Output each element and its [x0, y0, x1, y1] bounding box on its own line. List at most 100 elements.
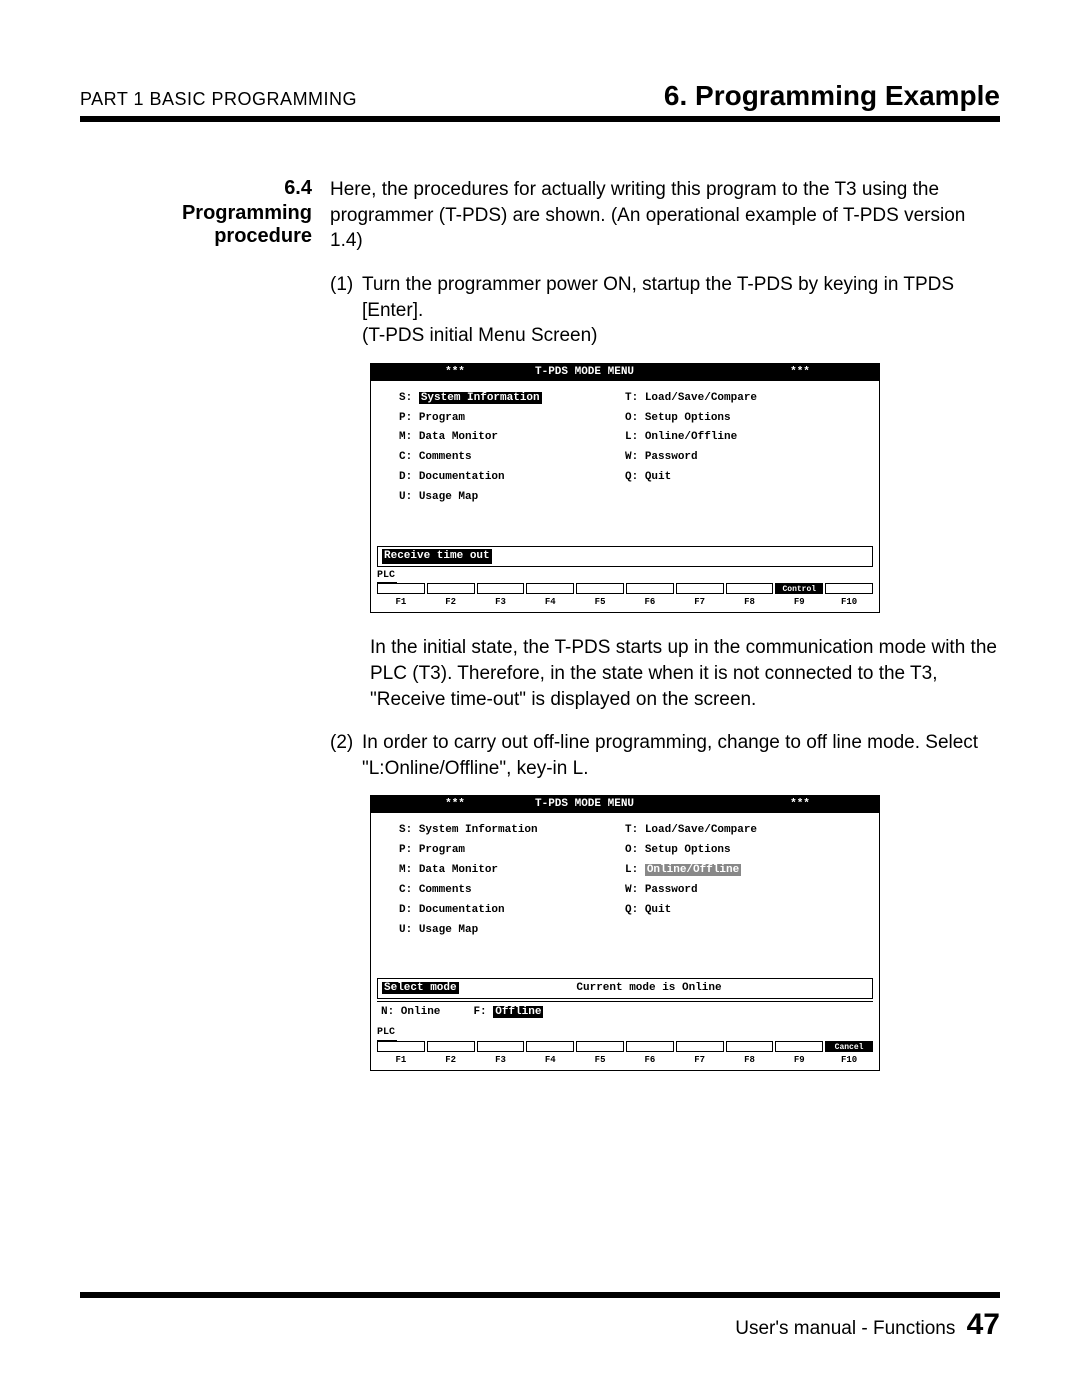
menu-label: Data Monitor	[419, 431, 498, 443]
mode-online: N: Online	[381, 1006, 440, 1018]
menu-label: Comments	[419, 451, 472, 463]
fkey-cell	[427, 1041, 475, 1052]
menu-label: Documentation	[419, 471, 505, 483]
screen-2-menu: S: System InformationP: ProgramM: Data M…	[371, 813, 879, 948]
step-2: (2) In order to carry out off-line progr…	[330, 730, 1000, 781]
screen-1-message-box: Receive time out	[377, 546, 873, 567]
header-right: 6. Programming Example	[664, 80, 1000, 112]
fkey-cell	[477, 583, 525, 594]
menu-item: C: Comments	[399, 883, 625, 898]
step-1-line2: (T-PDS initial Menu Screen)	[362, 323, 1000, 349]
menu-key: L:	[625, 431, 645, 443]
step-2-line1: In order to carry out off-line programmi…	[362, 730, 1000, 781]
fkey-cell	[576, 1041, 624, 1052]
menu-label: System Information	[419, 392, 542, 404]
menu-key: W:	[625, 451, 645, 463]
fkey-cell	[377, 1041, 425, 1052]
screen-2-function-bar: Cancel	[377, 1041, 873, 1052]
screen-2-message-box: Select mode Current mode is Online	[377, 978, 873, 999]
plc-label: PLC	[377, 1026, 397, 1041]
menu-item: D: Documentation	[399, 903, 625, 918]
menu-item: U: Usage Map	[399, 923, 625, 938]
menu-key: D:	[399, 471, 419, 483]
footer-label: User's manual - Functions	[735, 1318, 955, 1339]
section-number: 6.4	[80, 177, 312, 200]
screen-1-wrap: *** T-PDS MODE MENU *** S: System Inform…	[370, 363, 880, 613]
titlebar-right: ***	[725, 797, 875, 812]
fkey-cell	[526, 1041, 574, 1052]
menu-item: T: Load/Save/Compare	[625, 823, 851, 838]
screen-2-mode-row: N: Online F: Offline	[377, 1001, 873, 1022]
section-heading: 6.4 Programming procedure	[80, 177, 330, 1093]
fkey-label: F9	[775, 596, 823, 608]
menu-key: M:	[399, 864, 419, 876]
menu-label: Quit	[645, 471, 671, 483]
fkey-cell	[427, 583, 475, 594]
fkey-label: F5	[576, 1054, 624, 1066]
section-title: Programming procedure	[80, 202, 312, 248]
paragraph-2: In the initial state, the T-PDS starts u…	[370, 635, 1000, 712]
step-1-line1: Turn the programmer power ON, startup th…	[362, 272, 1000, 323]
menu-label: System Information	[419, 824, 538, 836]
menu-key: U:	[399, 491, 419, 503]
titlebar-center: T-PDS MODE MENU	[535, 365, 725, 380]
screen-2-msg-left: Select mode	[382, 982, 459, 994]
fkey-cell	[576, 583, 624, 594]
page-footer: User's manual - Functions 47	[80, 1292, 1000, 1342]
fkey-label: F6	[626, 596, 674, 608]
step-1-body: Turn the programmer power ON, startup th…	[362, 272, 1000, 349]
menu-label: Setup Options	[645, 844, 731, 856]
fkey-cell	[726, 1041, 774, 1052]
menu-item: P: Program	[399, 843, 625, 858]
menu-item: W: Password	[625, 883, 851, 898]
menu-item: O: Setup Options	[625, 843, 851, 858]
fkey-label: F9	[775, 1054, 823, 1066]
menu-item: Q: Quit	[625, 470, 851, 485]
intro-paragraph: Here, the procedures for actually writin…	[330, 177, 1000, 254]
fkey-label: F8	[726, 1054, 774, 1066]
plc-label: PLC	[377, 569, 397, 584]
fkey-label: F7	[676, 1054, 724, 1066]
menu-label: Load/Save/Compare	[645, 392, 757, 404]
screen-1-fkey-labels: F1F2F3F4F5F6F7F8F9F10	[377, 596, 873, 608]
screen-2: *** T-PDS MODE MENU *** S: System Inform…	[370, 795, 880, 1070]
menu-item: Q: Quit	[625, 903, 851, 918]
menu-key: C:	[399, 451, 419, 463]
screen-1-message: Receive time out	[382, 549, 492, 564]
screen-2-titlebar: *** T-PDS MODE MENU ***	[371, 796, 879, 813]
fkey-label: F10	[825, 596, 873, 608]
menu-label: Quit	[645, 904, 671, 916]
menu-item: T: Load/Save/Compare	[625, 391, 851, 406]
screen-2-msg-right: Current mode is Online	[576, 981, 868, 996]
menu-item: C: Comments	[399, 450, 625, 465]
fkey-label: F3	[477, 596, 525, 608]
footer-text: User's manual - Functions 47	[80, 1308, 1000, 1342]
menu-item: P: Program	[399, 411, 625, 426]
step-1: (1) Turn the programmer power ON, startu…	[330, 272, 1000, 349]
fkey-label: F2	[427, 596, 475, 608]
fkey-label: F6	[626, 1054, 674, 1066]
step-2-number: (2)	[330, 730, 362, 781]
fkey-label: F7	[676, 596, 724, 608]
step-2-body: In order to carry out off-line programmi…	[362, 730, 1000, 781]
menu-label: Online/Offline	[645, 864, 741, 876]
mode-offline-key: F:	[473, 1006, 486, 1018]
menu-item: S: System Information	[399, 823, 625, 838]
fkey-label: F10	[825, 1054, 873, 1066]
fkey-label: F5	[576, 596, 624, 608]
fkey-cell: Control	[775, 583, 823, 594]
menu-label: Documentation	[419, 904, 505, 916]
fkey-cell	[526, 583, 574, 594]
menu-key: S:	[399, 392, 419, 404]
fkey-label: F2	[427, 1054, 475, 1066]
menu-item: M: Data Monitor	[399, 430, 625, 445]
fkey-label: F8	[726, 596, 774, 608]
body: Here, the procedures for actually writin…	[330, 177, 1000, 1093]
screen-2-fkey-labels: F1F2F3F4F5F6F7F8F9F10	[377, 1054, 873, 1066]
fkey-cell	[825, 583, 873, 594]
menu-label: Program	[419, 412, 465, 424]
fkey-button-label: Control	[776, 584, 822, 595]
menu-key: M:	[399, 431, 419, 443]
fkey-cell	[775, 1041, 823, 1052]
fkey-cell	[676, 583, 724, 594]
